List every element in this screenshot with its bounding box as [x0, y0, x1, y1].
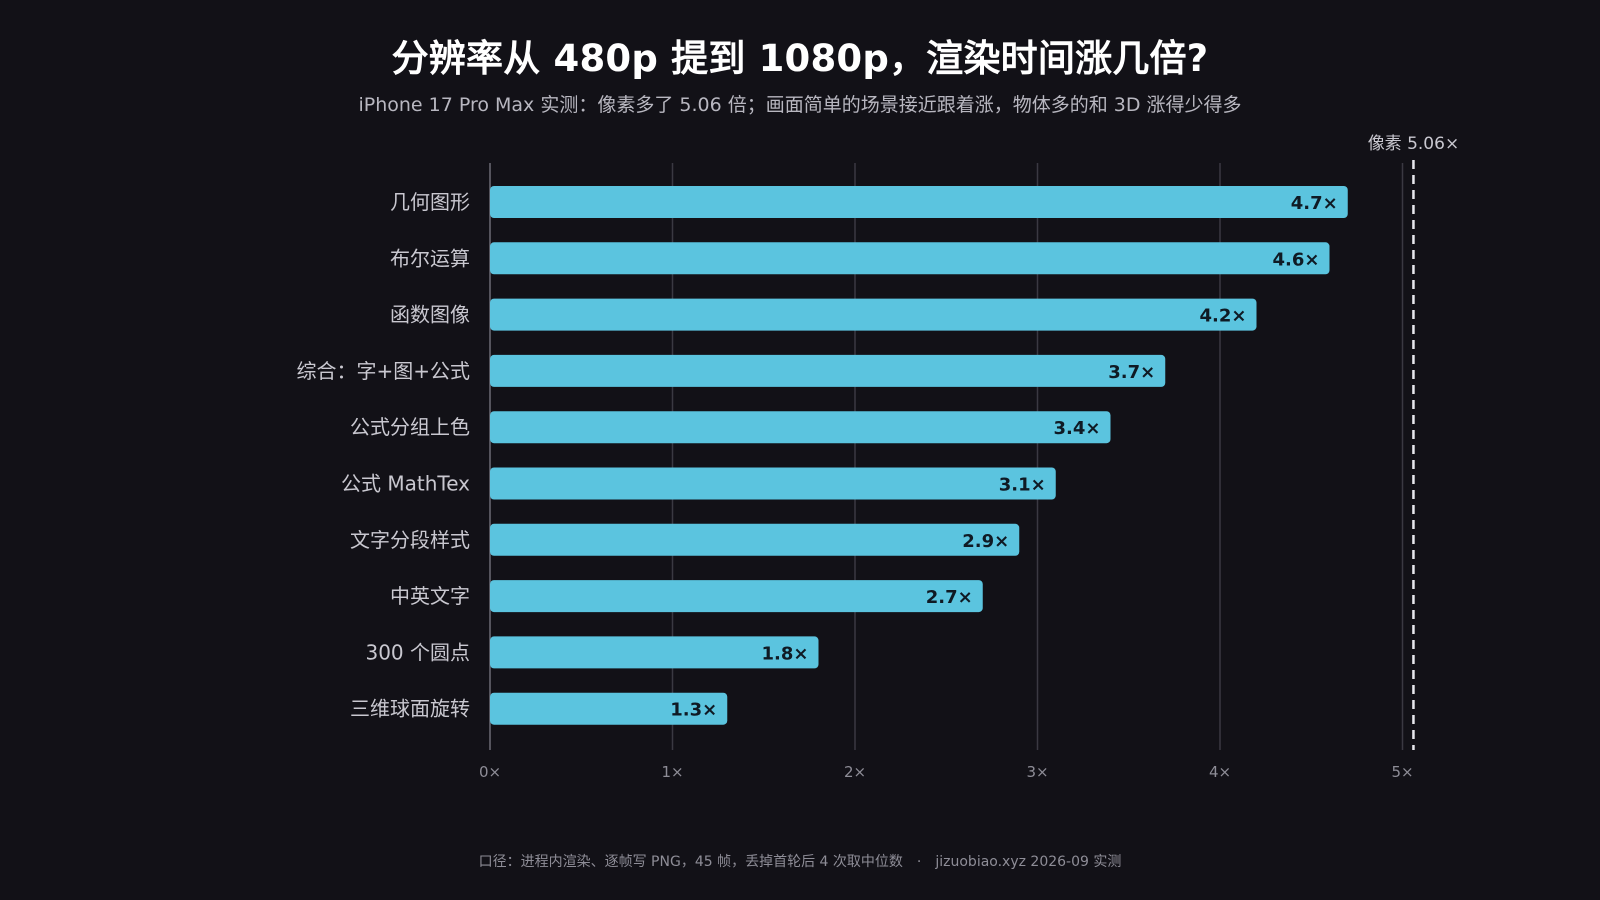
value-label: 3.4×	[1054, 418, 1101, 439]
x-tick-label: 0×	[479, 763, 501, 781]
value-label: 1.3×	[670, 700, 717, 721]
footer-separator: ·	[916, 854, 922, 870]
chart-title: 分辨率从 480p 提到 1080p，渲染时间涨几倍?	[391, 37, 1209, 80]
chart-subtitle: iPhone 17 Pro Max 实测：像素多了 5.06 倍；画面简单的场景…	[358, 94, 1242, 116]
value-label: 4.7×	[1291, 193, 1338, 214]
bar	[490, 692, 728, 725]
bar	[490, 523, 1020, 556]
bar	[490, 411, 1111, 444]
x-tick-label: 3×	[1026, 763, 1048, 781]
footer-method: 口径：进程内渲染、逐帧写 PNG，45 帧，丢掉首轮后 4 次取中位数	[478, 854, 903, 870]
bar	[490, 186, 1348, 218]
category-label: 公式分组上色	[350, 415, 470, 439]
category-label: 函数图像	[390, 303, 470, 327]
bar	[490, 467, 1056, 500]
value-label: 4.2×	[1200, 306, 1247, 327]
category-label: 300 个圆点	[365, 640, 470, 664]
footer-source: jizuobiao.xyz 2026-09 实测	[935, 854, 1122, 870]
x-tick-label: 2×	[844, 763, 866, 781]
category-label: 中英文字	[390, 584, 470, 608]
value-label: 4.6×	[1273, 249, 1320, 270]
value-label: 3.7×	[1108, 362, 1155, 383]
value-label: 2.9×	[962, 531, 1009, 552]
bar	[490, 298, 1257, 331]
x-tick-label: 4×	[1209, 763, 1231, 781]
category-label: 三维球面旋转	[350, 697, 470, 721]
category-label: 综合：字+图+公式	[296, 359, 470, 383]
footer-note: 口径：进程内渲染、逐帧写 PNG，45 帧，丢掉首轮后 4 次取中位数 · jizu…	[0, 851, 1600, 871]
category-label: 几何图形	[390, 190, 470, 214]
category-label: 文字分段样式	[350, 528, 470, 552]
value-label: 3.1×	[999, 475, 1046, 496]
category-label: 布尔运算	[390, 246, 470, 270]
x-tick-label: 1×	[661, 763, 683, 781]
bar	[490, 354, 1166, 387]
x-tick-label: 5×	[1391, 763, 1413, 781]
value-label: 2.7×	[926, 587, 973, 608]
reference-label: 像素 5.06×	[1368, 134, 1460, 154]
category-label: 公式 MathTex	[341, 472, 470, 496]
bar	[490, 580, 983, 613]
bar	[490, 242, 1330, 275]
bar	[490, 636, 819, 669]
value-label: 1.8×	[762, 643, 809, 664]
